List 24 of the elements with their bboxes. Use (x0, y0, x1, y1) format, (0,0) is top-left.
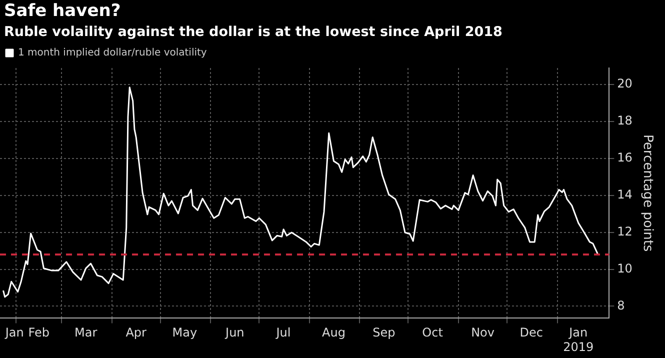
y-tick-label: 16 (617, 150, 632, 165)
y-axis-title: Percentage points (640, 134, 655, 252)
x-tick-label: Nov (471, 326, 494, 340)
x-tick-label: May (172, 326, 198, 340)
chart-subtitle: Ruble volaility against the dollar is at the lowest since April 2018 (4, 24, 502, 40)
x-tick-label: Jun (224, 326, 244, 340)
y-tick-label: 14 (617, 188, 632, 202)
x-tick-label: Oct (422, 326, 444, 340)
y-tick-label: 12 (617, 224, 632, 238)
x-tick-label: Sep (372, 326, 396, 340)
x-tick-label: Aug (322, 326, 346, 340)
y-tick-label: 10 (617, 261, 632, 276)
legend-label: 1 month implied dollar/ruble volatility (18, 48, 207, 59)
x-tick-label: Jan 2019 (563, 326, 594, 354)
x-tick-label: Mar (74, 326, 98, 340)
y-tick-label: 8 (617, 298, 625, 312)
chart-title: Safe haven? (4, 1, 121, 21)
y-tick-label: 18 (617, 114, 632, 128)
x-tick-label: Jan (4, 326, 24, 340)
x-tick-label: Jul (275, 326, 291, 340)
x-tick-label: Apr (126, 326, 147, 340)
x-tick-label: Dec (520, 326, 543, 340)
x-tick-label: Feb (28, 326, 50, 340)
y-tick-label: 20 (617, 76, 632, 91)
